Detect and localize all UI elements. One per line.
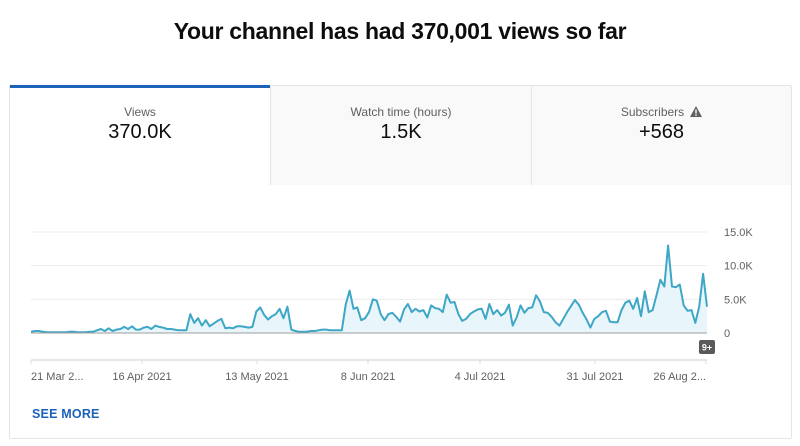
svg-text:4 Jul 2021: 4 Jul 2021 — [455, 371, 506, 383]
tab-subscribers[interactable]: Subscribers +568 — [531, 86, 791, 185]
tab-subscribers-value: +568 — [638, 121, 685, 143]
metric-tabs: Views 370.0K Watch time (hours) 1.5K Sub… — [10, 85, 791, 185]
warning-icon[interactable] — [690, 106, 703, 120]
tab-watch-time-value: 1.5K — [380, 121, 422, 143]
views-chart[interactable]: 0 5.0K 10.0K 15.0K 21 Mar 2... 16 Apr 2021 13… — [10, 185, 791, 385]
tab-subscribers-label: Subscribers — [620, 105, 685, 119]
tab-watch-time[interactable]: Watch time (hours) 1.5K — [270, 86, 531, 185]
svg-text:21 Mar 2...: 21 Mar 2... — [31, 371, 84, 383]
chart-y-axis-labels: 0 5.0K 10.0K 15.0K — [724, 227, 753, 340]
tab-views[interactable]: Views 370.0K — [10, 85, 270, 185]
svg-text:31 Jul 2021: 31 Jul 2021 — [567, 371, 624, 383]
svg-text:16 Apr 2021: 16 Apr 2021 — [112, 371, 171, 383]
analytics-card: Views 370.0K Watch time (hours) 1.5K Sub… — [9, 85, 792, 439]
svg-text:26 Aug 2...: 26 Aug 2... — [653, 371, 706, 383]
svg-text:8 Jun 2021: 8 Jun 2021 — [341, 371, 395, 383]
tab-views-label: Views — [124, 105, 156, 119]
see-more-link[interactable]: SEE MORE — [32, 407, 100, 421]
svg-text:15.0K: 15.0K — [724, 227, 753, 239]
tab-views-value: 370.0K — [108, 121, 172, 143]
tab-subscribers-label-row: Subscribers — [532, 105, 791, 120]
svg-text:13 May 2021: 13 May 2021 — [225, 371, 289, 383]
svg-text:5.0K: 5.0K — [724, 294, 747, 306]
tab-watch-time-label: Watch time (hours) — [350, 105, 452, 119]
chart-area-fill — [31, 245, 707, 333]
chart-x-axis-labels: 21 Mar 2... 16 Apr 2021 13 May 2021 8 Jun 2… — [30, 359, 707, 383]
chart-gridlines — [31, 231, 707, 300]
page-title: Your channel has had 370,001 views so fa… — [173, 18, 627, 44]
svg-text:0: 0 — [724, 328, 730, 340]
svg-text:10.0K: 10.0K — [724, 261, 753, 273]
chart-svg: 0 5.0K 10.0K 15.0K 21 Mar 2... 16 Apr 2021 13… — [30, 227, 753, 383]
annotation-badge[interactable]: 9+ — [699, 340, 715, 354]
chart-line — [30, 244, 708, 334]
annotation-badge-label: 9+ — [702, 343, 712, 353]
